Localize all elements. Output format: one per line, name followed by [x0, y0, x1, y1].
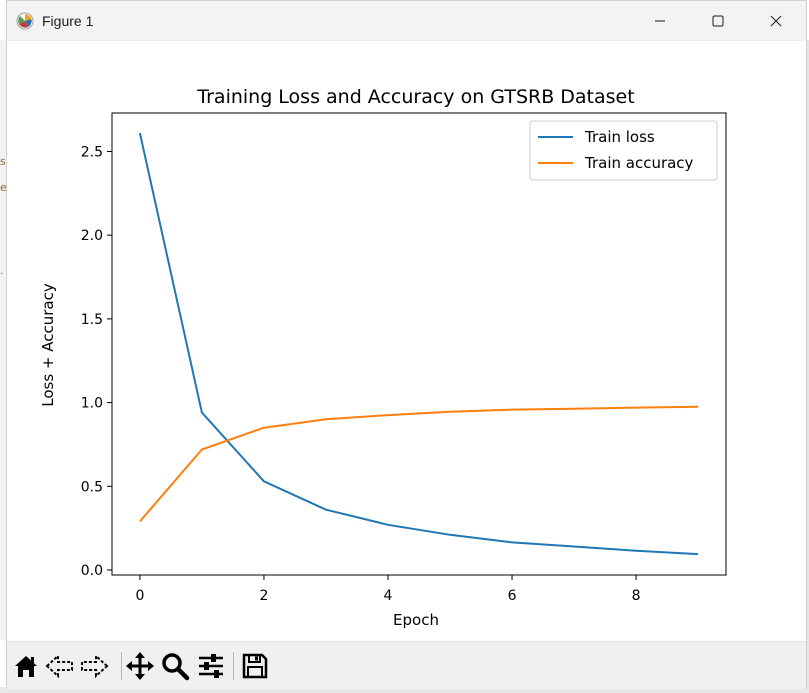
y-axis-label: Loss + Accuracy: [39, 283, 57, 407]
figure-canvas[interactable]: Training Loss and Accuracy on GTSRB Data…: [7, 41, 806, 641]
forward-button[interactable]: [78, 650, 110, 682]
pan-button[interactable]: [124, 650, 156, 682]
y-tick-label: 0.0: [81, 563, 103, 579]
y-tick-label: 0.5: [81, 479, 103, 495]
configure-subplots-icon: [199, 654, 223, 678]
x-tick-label: 6: [508, 588, 517, 604]
y-tick-label: 2.0: [81, 228, 103, 244]
x-tick-label: 2: [259, 588, 268, 604]
legend-label: Train loss: [584, 128, 655, 146]
forward-arrow-icon: [81, 653, 109, 679]
minimize-icon: [655, 20, 665, 22]
zoom-icon: [162, 653, 190, 681]
toolbar-separator: [121, 652, 122, 680]
maximize-icon: [712, 15, 724, 27]
y-tick-label: 1.5: [81, 312, 103, 328]
configure-subplots-button[interactable]: [195, 650, 227, 682]
matplotlib-app-icon: [16, 12, 34, 30]
figure-window: Figure 1 Training Loss and Accuracy on G…: [6, 0, 807, 689]
window-title: Figure 1: [42, 13, 94, 29]
background-window-edge-right: [807, 40, 809, 693]
save-icon: [242, 653, 268, 679]
toolbar-separator: [233, 652, 234, 680]
home-button[interactable]: [10, 650, 42, 682]
legend-label: Train accuracy: [584, 154, 694, 172]
series-line-train-loss: [138, 132, 699, 556]
x-tick-label: 8: [632, 588, 641, 604]
x-tick-label: 4: [384, 588, 393, 604]
background-window-edge-left: s e .: [0, 40, 7, 640]
home-icon: [15, 656, 37, 677]
background-taskbar-edge: [0, 687, 809, 693]
close-icon: [770, 15, 782, 27]
axes-frame: [111, 112, 727, 576]
x-tick-label: 0: [135, 588, 144, 604]
maximize-button[interactable]: [689, 1, 747, 41]
zoom-button[interactable]: [159, 650, 191, 682]
back-button[interactable]: [44, 650, 76, 682]
close-button[interactable]: [747, 1, 805, 41]
line-chart: Training Loss and Accuracy on GTSRB Data…: [39, 86, 727, 629]
title-bar[interactable]: Figure 1: [7, 1, 806, 41]
legend-box: [529, 120, 718, 181]
back-arrow-icon: [45, 653, 73, 679]
pan-icon: [126, 652, 154, 680]
chart-title: Training Loss and Accuracy on GTSRB Data…: [196, 86, 634, 108]
x-axis-label: Epoch: [393, 611, 439, 629]
series-line-train-accuracy: [139, 405, 699, 523]
save-button[interactable]: [239, 650, 271, 682]
navigation-toolbar: [7, 641, 806, 689]
minimize-button[interactable]: [631, 1, 689, 41]
y-tick-label: 2.5: [81, 145, 103, 161]
y-tick-label: 1.0: [81, 396, 103, 412]
